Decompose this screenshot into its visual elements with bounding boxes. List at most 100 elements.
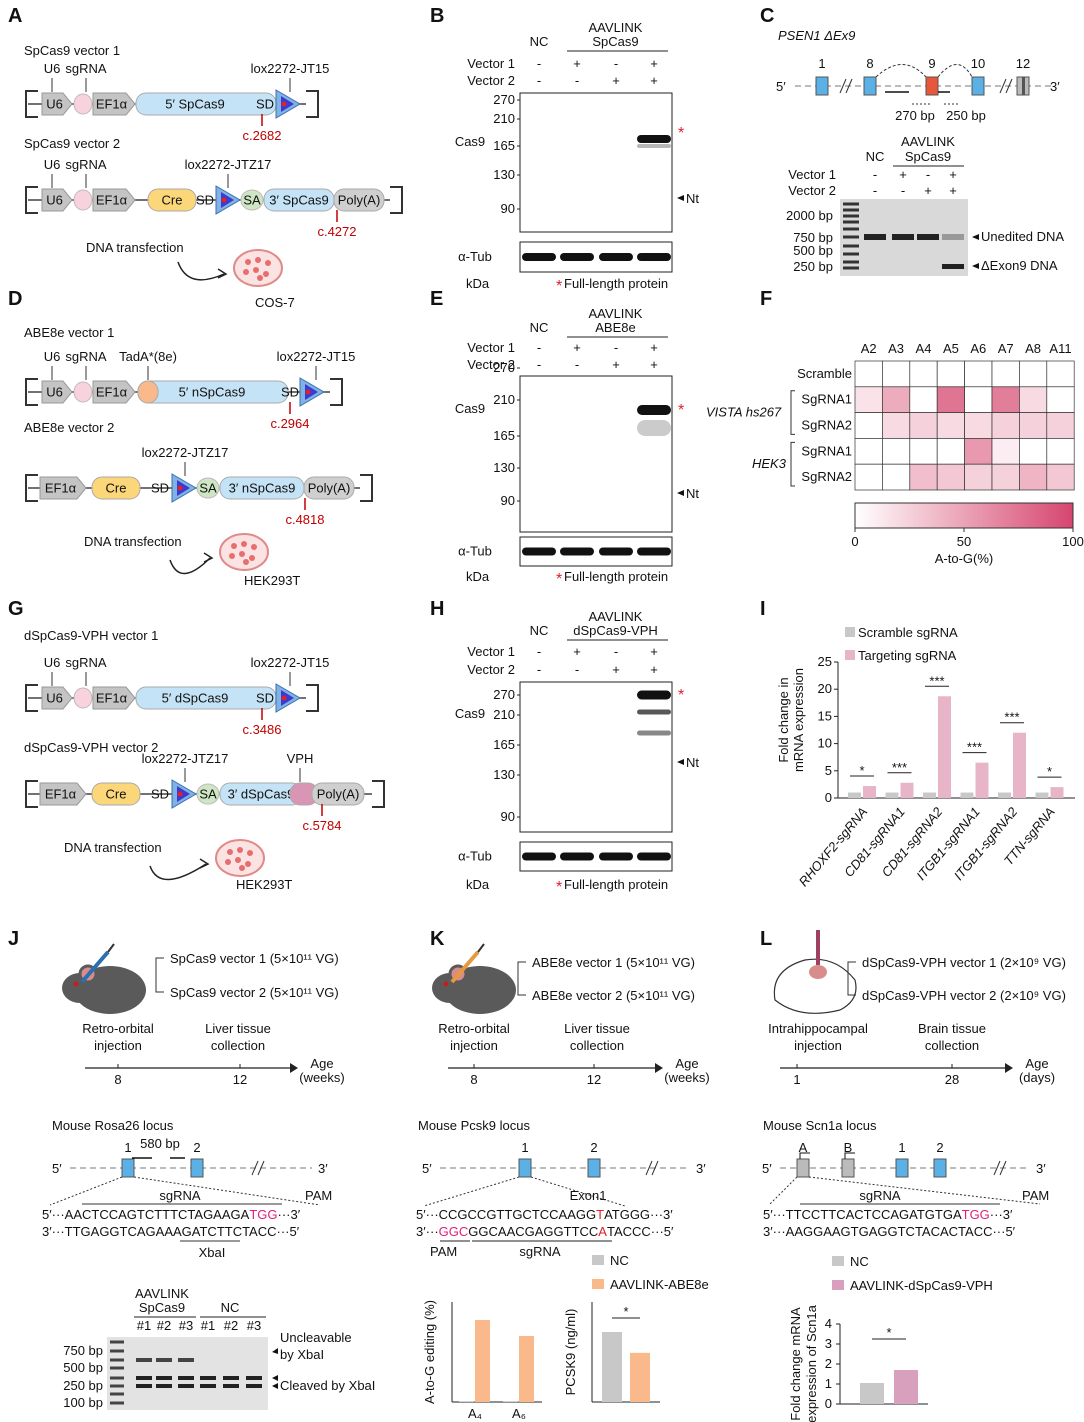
sign: + bbox=[573, 644, 581, 659]
label: SgRNA2 bbox=[801, 418, 852, 433]
zoom bbox=[530, 1176, 626, 1207]
arrow bbox=[199, 858, 210, 869]
heatmap-cell bbox=[936, 463, 965, 491]
label: Age bbox=[1025, 1056, 1048, 1071]
lane-label: #2 bbox=[224, 1318, 238, 1333]
heatmap-cell bbox=[1019, 386, 1048, 413]
y-tick-label: 10 bbox=[818, 736, 832, 751]
heatmap-cell bbox=[991, 463, 1020, 491]
label: 100 bbox=[1062, 534, 1084, 549]
sign: - bbox=[901, 183, 905, 198]
sign: + bbox=[650, 56, 658, 71]
lox-star bbox=[281, 101, 287, 107]
arrow bbox=[203, 552, 214, 563]
label: 580 bp bbox=[140, 1136, 180, 1151]
band bbox=[864, 234, 886, 240]
label: Vector 1 bbox=[467, 56, 515, 71]
band bbox=[637, 852, 671, 861]
label: lox2272-JTZ17 bbox=[185, 157, 272, 172]
legend-swatch bbox=[592, 1255, 604, 1265]
label: kDa bbox=[466, 877, 490, 892]
arrow bbox=[169, 557, 211, 575]
label: PAM bbox=[305, 1188, 332, 1203]
label: SgRNA1 bbox=[801, 392, 852, 407]
label: U6 bbox=[44, 655, 61, 670]
label: SgRNA2 bbox=[801, 469, 852, 484]
label: lox2272-JT15 bbox=[251, 61, 330, 76]
band bbox=[223, 1384, 239, 1388]
bar bbox=[459, 1401, 474, 1402]
blot bbox=[519, 375, 673, 533]
label: A-to-G editing (%) bbox=[422, 1300, 437, 1404]
label: Mouse Rosa26 locus bbox=[52, 1118, 174, 1133]
heatmap-cell bbox=[991, 438, 1020, 465]
label: Cas9 bbox=[455, 401, 485, 416]
band bbox=[246, 1384, 262, 1388]
exon bbox=[863, 76, 877, 96]
label: U6 bbox=[46, 97, 63, 112]
exon bbox=[895, 1158, 909, 1178]
itr bbox=[372, 780, 385, 808]
label: dSpCas9-VPH vector 2 bbox=[24, 740, 158, 755]
label: XbaI bbox=[199, 1245, 226, 1260]
label: A3 bbox=[888, 341, 904, 356]
line bbox=[999, 1160, 1007, 1176]
lox-star bbox=[281, 695, 287, 701]
element bbox=[73, 189, 93, 211]
label: Uncleavable bbox=[280, 1330, 352, 1345]
promoter bbox=[41, 92, 73, 116]
cell bbox=[227, 849, 233, 855]
sequence: TGG bbox=[962, 1207, 990, 1222]
lox-site bbox=[281, 690, 294, 706]
label: AAVLINK bbox=[901, 134, 955, 149]
sign: - bbox=[873, 167, 877, 182]
label: sgRNA bbox=[65, 61, 107, 76]
heatmap-cell bbox=[1046, 412, 1075, 439]
marker: 90 bbox=[501, 809, 515, 824]
band bbox=[599, 852, 633, 861]
arrow bbox=[655, 1063, 663, 1073]
legend-swatch bbox=[592, 1279, 604, 1289]
label: A4 bbox=[916, 341, 932, 356]
label: A6 bbox=[970, 341, 986, 356]
label: Vector 2 bbox=[467, 357, 515, 372]
ladder-band bbox=[843, 266, 859, 270]
element bbox=[196, 783, 220, 805]
label: A2 bbox=[861, 341, 877, 356]
itr bbox=[306, 684, 319, 712]
bracket bbox=[517, 961, 526, 996]
label: Cas9 bbox=[455, 706, 485, 721]
label: Full-length protein bbox=[564, 569, 668, 584]
legend-label: Scramble sgRNA bbox=[858, 625, 958, 640]
syringe bbox=[477, 943, 485, 953]
element bbox=[196, 477, 220, 499]
band bbox=[178, 1384, 194, 1388]
panel-label: C bbox=[760, 5, 774, 27]
significance: * bbox=[859, 763, 864, 778]
label: c.4818 bbox=[285, 512, 324, 527]
panel-label: L bbox=[760, 928, 772, 950]
group-bracket bbox=[790, 390, 795, 435]
bar bbox=[975, 762, 989, 798]
label: Liver tissue bbox=[564, 1021, 630, 1036]
label: U6 bbox=[44, 61, 61, 76]
label: 8 bbox=[470, 1072, 477, 1087]
label: 3′ bbox=[318, 1161, 328, 1176]
label: SpCas9 bbox=[139, 1300, 185, 1315]
arrow bbox=[677, 490, 684, 496]
label: by XbaI bbox=[280, 1347, 324, 1362]
exon bbox=[190, 1158, 204, 1178]
label: 5′ bbox=[762, 1161, 772, 1176]
label: α-Tub bbox=[458, 249, 492, 264]
label: Vector 2 bbox=[467, 662, 515, 677]
label: HEK3 bbox=[752, 456, 787, 471]
gene-block bbox=[91, 476, 141, 500]
heatmap-cell bbox=[882, 360, 911, 388]
label: NC bbox=[221, 1300, 240, 1315]
heatmap-cell bbox=[1046, 463, 1075, 491]
band bbox=[637, 709, 671, 715]
band bbox=[156, 1384, 172, 1388]
sign: + bbox=[612, 662, 620, 677]
label: 270 bp bbox=[895, 108, 935, 123]
ladder-band bbox=[843, 214, 859, 218]
